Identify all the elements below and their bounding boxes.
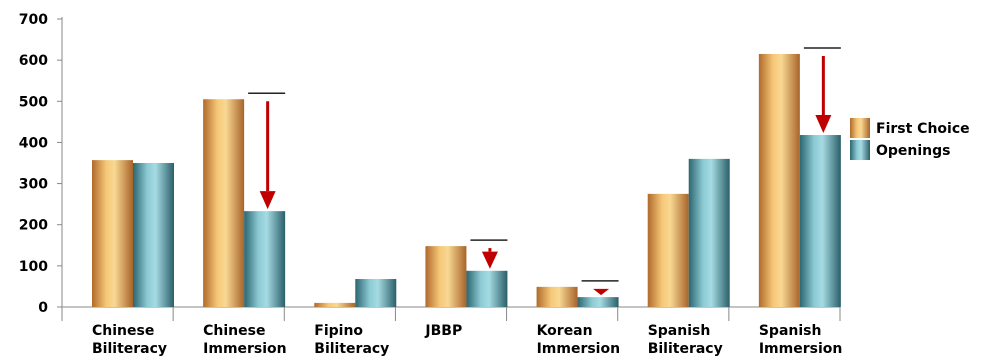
x-category-label-line: Biliteracy (92, 341, 167, 356)
drop-arrow-head (815, 115, 832, 134)
bar-openings (466, 270, 508, 307)
x-category-label-line: Immersion (203, 341, 287, 356)
x-category-label: Fipino Biliteracy (314, 323, 389, 356)
drop-arrow-head (593, 288, 610, 296)
y-tick-label: 600 (19, 53, 48, 69)
x-category-label-line: Fipino (314, 323, 363, 339)
bar-first-choice (314, 302, 356, 307)
bar-openings (133, 163, 174, 307)
x-category-label-line: Spanish (648, 323, 711, 339)
x-category-label: Chinese Biliteracy (92, 323, 167, 356)
x-category-label-line: Immersion (759, 341, 843, 356)
bar-openings (244, 211, 286, 307)
x-category-label: Spanish Immersion (759, 323, 843, 356)
x-category-label-line: JBBP (424, 323, 462, 339)
x-category-label-line: Biliteracy (314, 341, 389, 356)
bars (92, 53, 841, 307)
y-tick-label: 500 (19, 94, 48, 110)
bar-first-choice (425, 246, 467, 307)
x-category-label-line: Biliteracy (648, 341, 723, 356)
bar-first-choice (203, 99, 245, 307)
y-tick-label: 0 (38, 300, 48, 316)
drop-arrow-head (259, 191, 276, 210)
bar-first-choice (536, 286, 578, 307)
x-category-label: Spanish Biliteracy (648, 323, 723, 356)
x-category-label-line: Spanish (759, 323, 822, 339)
legend-label-openings: Openings (876, 143, 951, 159)
legend-swatch-first-choice (850, 118, 870, 138)
drop-arrow-head (481, 251, 498, 269)
legend-label-first-choice: First Choice (876, 121, 970, 137)
x-category-label-line: Chinese (92, 323, 154, 339)
x-category-label-line: Korean (537, 323, 593, 339)
legend: First Choice Openings (850, 118, 970, 160)
bar-openings (355, 279, 397, 307)
x-category-label: Korean Immersion (537, 323, 621, 356)
bar-openings (577, 297, 619, 307)
x-category-label: JBBP (424, 323, 462, 339)
y-tick-label: 400 (19, 135, 48, 151)
y-tick-label: 700 (19, 12, 48, 28)
x-category-label-line: Immersion (537, 341, 621, 356)
bar-first-choice (758, 53, 800, 307)
bar-openings (688, 158, 730, 307)
legend-swatch-openings (850, 140, 870, 160)
annotations (248, 47, 841, 296)
bar-first-choice (92, 160, 133, 307)
y-tick-label: 300 (19, 177, 48, 193)
bar-first-choice (647, 193, 689, 307)
x-category-label-line: Chinese (203, 323, 265, 339)
bar-openings (799, 135, 841, 307)
y-tick-label: 200 (19, 218, 48, 234)
x-category-label: Chinese Immersion (203, 323, 287, 356)
y-tick-label: 100 (19, 259, 48, 275)
